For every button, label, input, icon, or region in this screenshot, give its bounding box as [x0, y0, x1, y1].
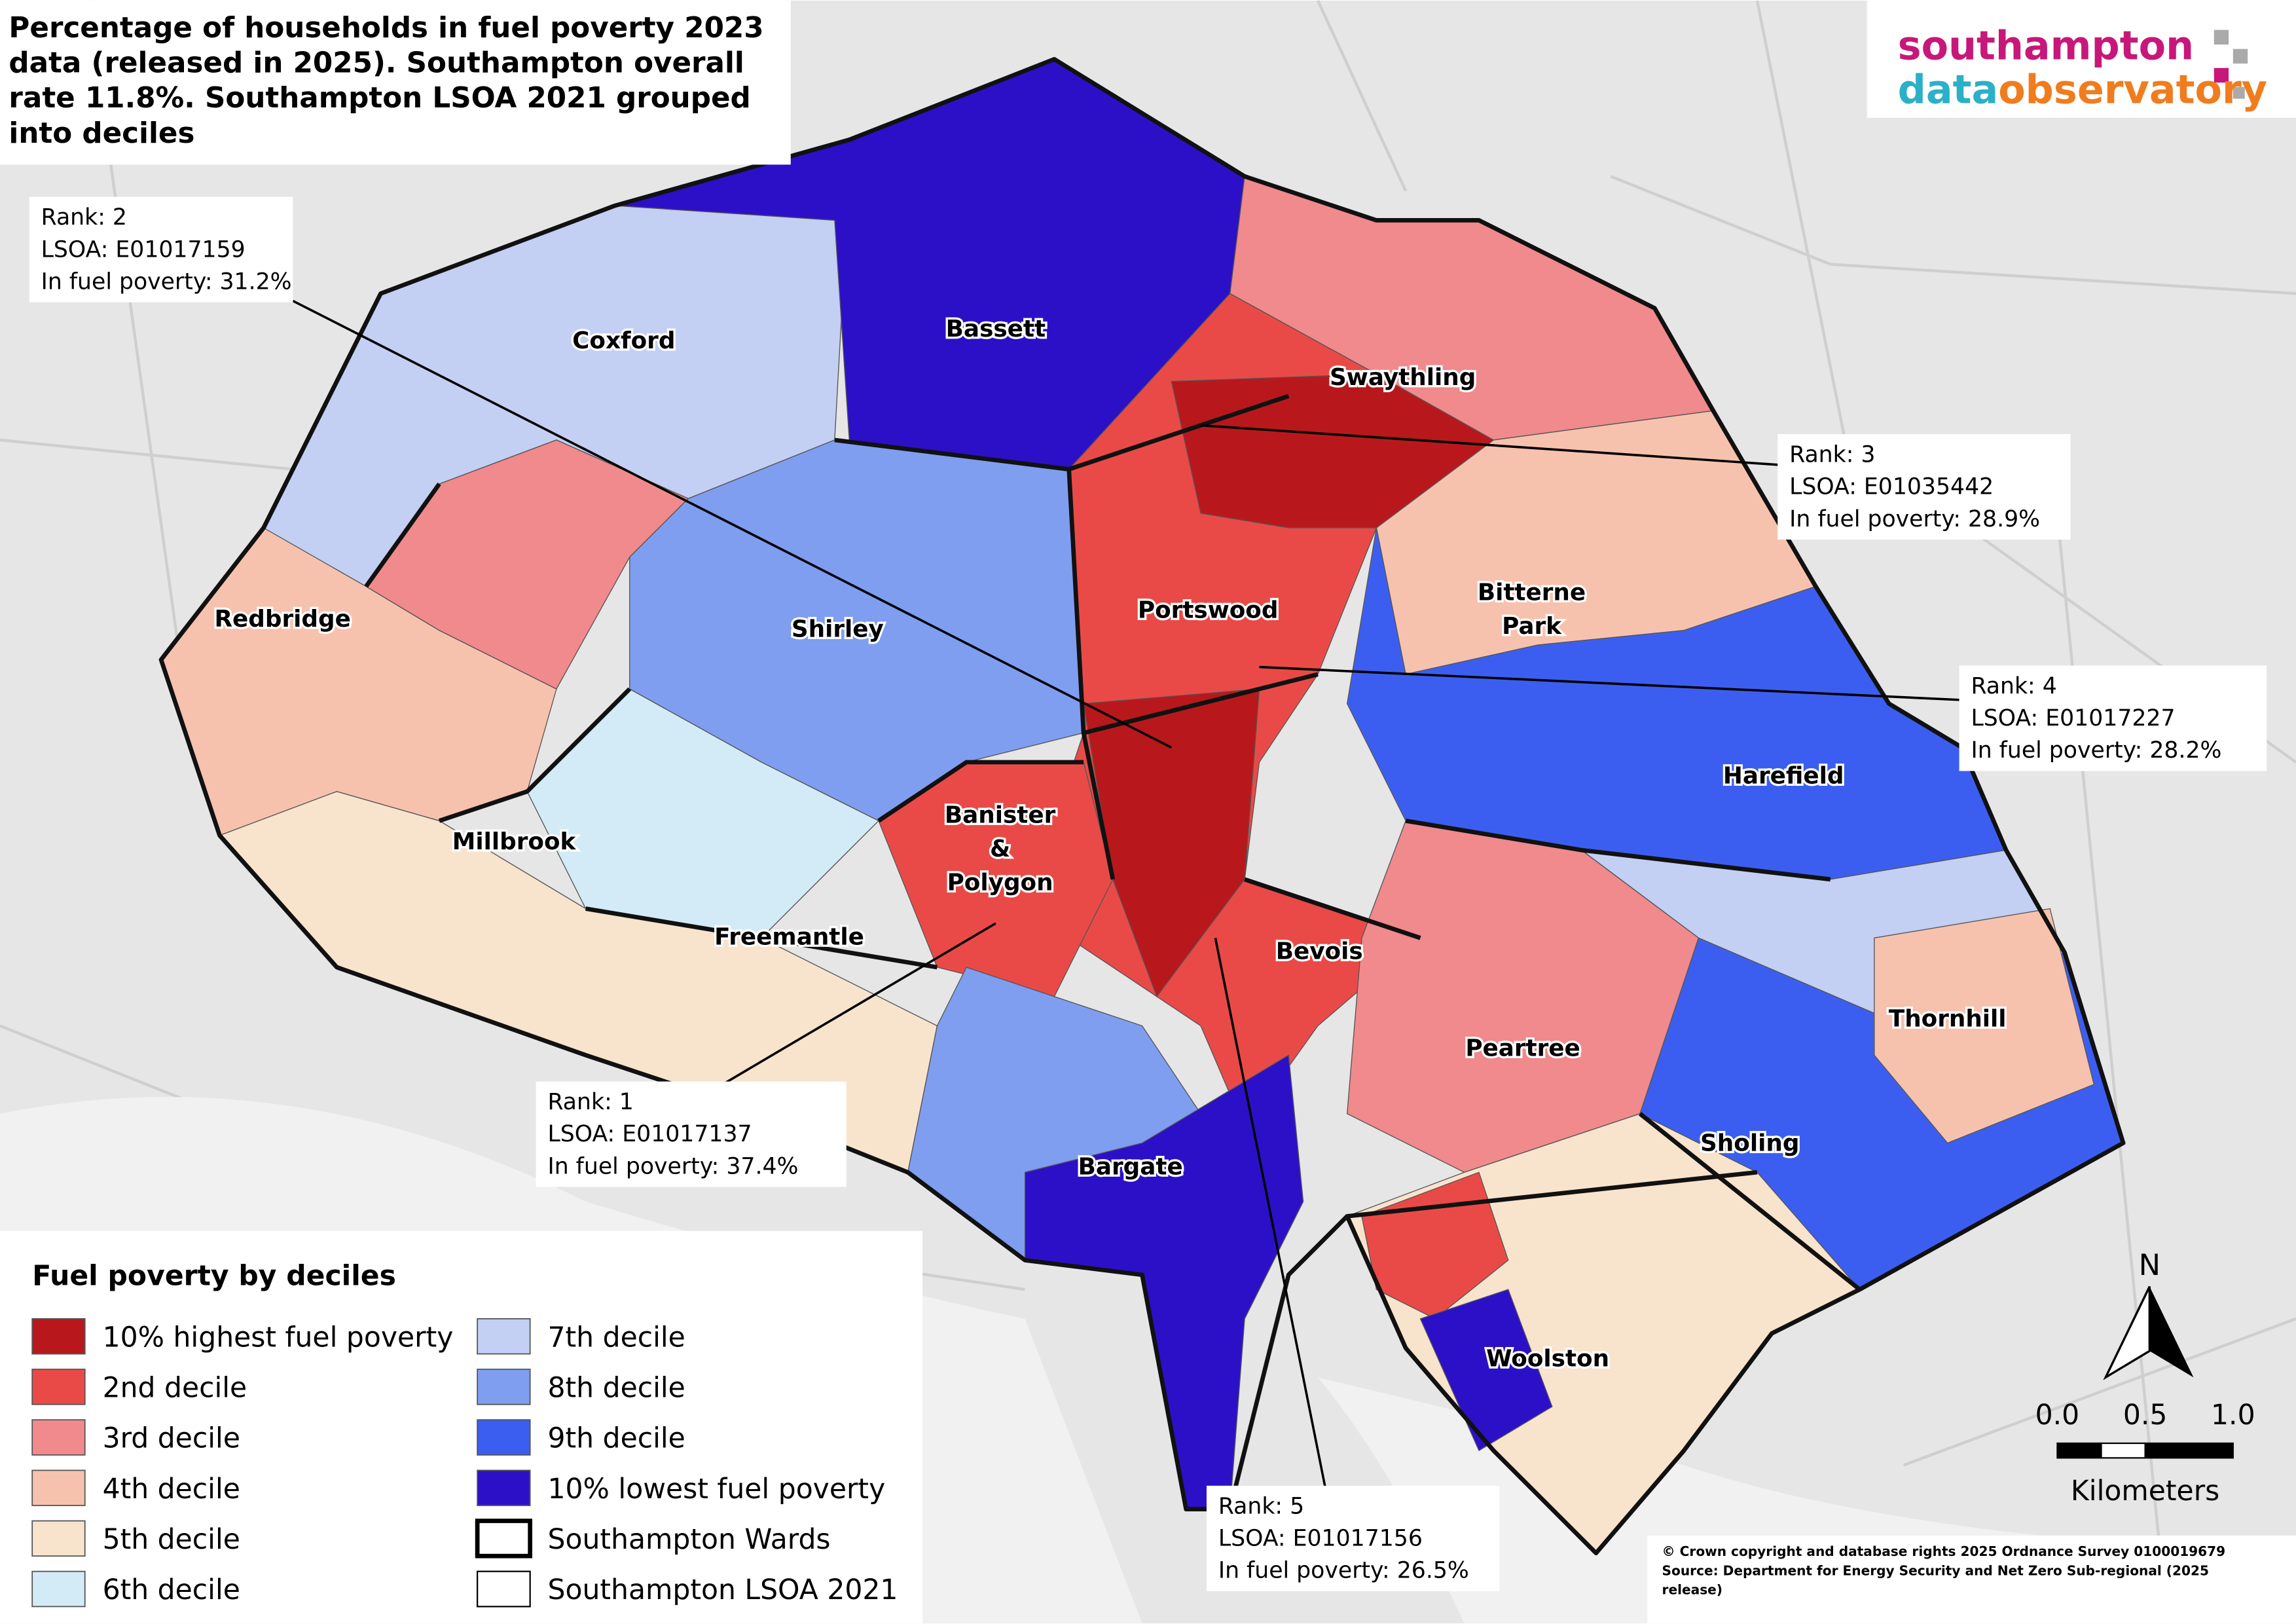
callout-text: In fuel poverty: 28.9%: [1789, 506, 2040, 532]
legend-swatch: [475, 1519, 533, 1559]
logo-text: southampton: [1898, 23, 2194, 69]
legend-label: 5th decile: [103, 1524, 240, 1556]
callout-text: Rank: 1: [547, 1089, 633, 1115]
ward-label: Portswood: [1138, 597, 1279, 624]
logo-squares: [2214, 29, 2248, 99]
logo-text: dataobservatory: [1898, 67, 2267, 113]
legend-label: 8th decile: [547, 1373, 685, 1405]
scale-unit: Kilometers: [2071, 1475, 2219, 1507]
callout-text: LSOA: E01017159: [41, 236, 246, 263]
legend-label: 2nd decile: [103, 1373, 247, 1405]
ward-label: Harefield: [1723, 762, 1844, 789]
legend-label: 7th decile: [547, 1321, 685, 1354]
ward-label: Millbrook: [452, 828, 577, 855]
ward-label: Sholing: [1700, 1130, 1799, 1157]
logo-text: data: [1898, 67, 1999, 113]
title: Percentage of households in fuel poverty…: [9, 12, 763, 45]
callout-box: [1206, 1485, 1500, 1591]
callout-box: [536, 1081, 847, 1187]
callout-text: LSOA: E01017137: [547, 1121, 752, 1147]
callout-text: Rank: 3: [1789, 441, 1875, 468]
legend-swatch: [31, 1570, 86, 1608]
callout-text: In fuel poverty: 28.2%: [1971, 737, 2221, 764]
credit: © Crown copyright and database rights 20…: [1662, 1543, 2226, 1559]
ward-label: Polygon: [947, 870, 1053, 896]
legend-swatch: [31, 1369, 86, 1405]
ward-label: Thornhill: [1889, 1006, 2007, 1033]
legend-swatch: [31, 1520, 86, 1557]
ward-label: Bitterne: [1478, 580, 1586, 606]
scale-bar: [2056, 1442, 2102, 1459]
credit: release): [1662, 1581, 1722, 1597]
legend-box: [0, 1230, 923, 1624]
credits-box: [1647, 1535, 2296, 1624]
scale-bar: [2100, 1442, 2146, 1459]
scale-label: 0.5: [2123, 1399, 2168, 1431]
north-label: N: [2139, 1247, 2160, 1282]
callout-text: Rank: 4: [1971, 673, 2056, 699]
legend-label: Southampton Wards: [547, 1524, 830, 1556]
legend-label: 4th decile: [103, 1473, 240, 1505]
legend-swatch: [31, 1469, 86, 1506]
legend-label: 10% highest fuel poverty: [103, 1321, 454, 1354]
leader-lines: [292, 299, 1977, 1488]
legend-swatch: [477, 1369, 531, 1405]
ward-label: Woolston: [1486, 1345, 1609, 1372]
title: into deciles: [9, 117, 194, 150]
ward-label: Coxford: [572, 327, 675, 354]
ward-label: Swaythling: [1330, 364, 1476, 391]
legend-swatch: [477, 1318, 531, 1355]
callout-box: [29, 196, 293, 303]
logo-box: [1867, 0, 2296, 118]
ward-label: Banister: [945, 802, 1056, 829]
legend-swatch: [31, 1419, 86, 1456]
callout-box: [1777, 434, 2071, 540]
title-box: [0, 0, 791, 165]
callout-text: Rank: 5: [1218, 1493, 1304, 1519]
lsoa-areas: [160, 58, 2124, 1554]
callout-text: LSOA: E01017156: [1218, 1526, 1423, 1552]
legend-swatch: [477, 1419, 531, 1456]
logo-text: observatory: [1998, 67, 2267, 113]
callout-text: In fuel poverty: 31.2%: [41, 269, 292, 295]
legend-label: Southampton LSOA 2021: [547, 1574, 898, 1606]
title: data (released in 2025). Southampton ove…: [9, 47, 744, 80]
ward-label: Bevois: [1276, 938, 1363, 965]
callout-text: In fuel poverty: 37.4%: [547, 1153, 798, 1179]
legend-swatch: [477, 1469, 531, 1506]
callout-text: LSOA: E01035442: [1789, 474, 1994, 500]
ward-label: Redbridge: [214, 606, 350, 633]
scale-label: 1.0: [2211, 1399, 2255, 1431]
callout-text: In fuel poverty: 26.5%: [1218, 1558, 1469, 1584]
title: rate 11.8%. Southampton LSOA 2021 groupe…: [9, 82, 750, 115]
callout-text: Rank: 2: [41, 204, 127, 231]
callout-text: LSOA: E01017227: [1971, 705, 2175, 731]
scale-label: 0.0: [2035, 1399, 2080, 1431]
ward-label: Peartree: [1465, 1035, 1580, 1061]
credit: Source: Department for Energy Security a…: [1662, 1562, 2209, 1578]
ward-label: Bassett: [946, 316, 1046, 342]
ward-label: Bargate: [1078, 1153, 1183, 1180]
ward-label: Park: [1502, 613, 1562, 640]
legend-label: 3rd decile: [103, 1423, 240, 1455]
scale-bar: [2144, 1442, 2234, 1459]
ward-label: Freemantle: [714, 923, 864, 950]
legend-label: 6th decile: [103, 1574, 240, 1606]
ward-label: Shirley: [792, 616, 884, 643]
ward-label: &: [990, 836, 1010, 862]
legend-label: 10% lowest fuel poverty: [547, 1473, 885, 1505]
legend-label: 9th decile: [547, 1423, 685, 1455]
legend-title: Fuel poverty by deciles: [32, 1260, 396, 1292]
legend-swatch: [477, 1570, 531, 1608]
callout-box: [1959, 665, 2267, 771]
legend-swatch: [31, 1318, 86, 1355]
ward-boundaries: [158, 57, 2126, 1556]
